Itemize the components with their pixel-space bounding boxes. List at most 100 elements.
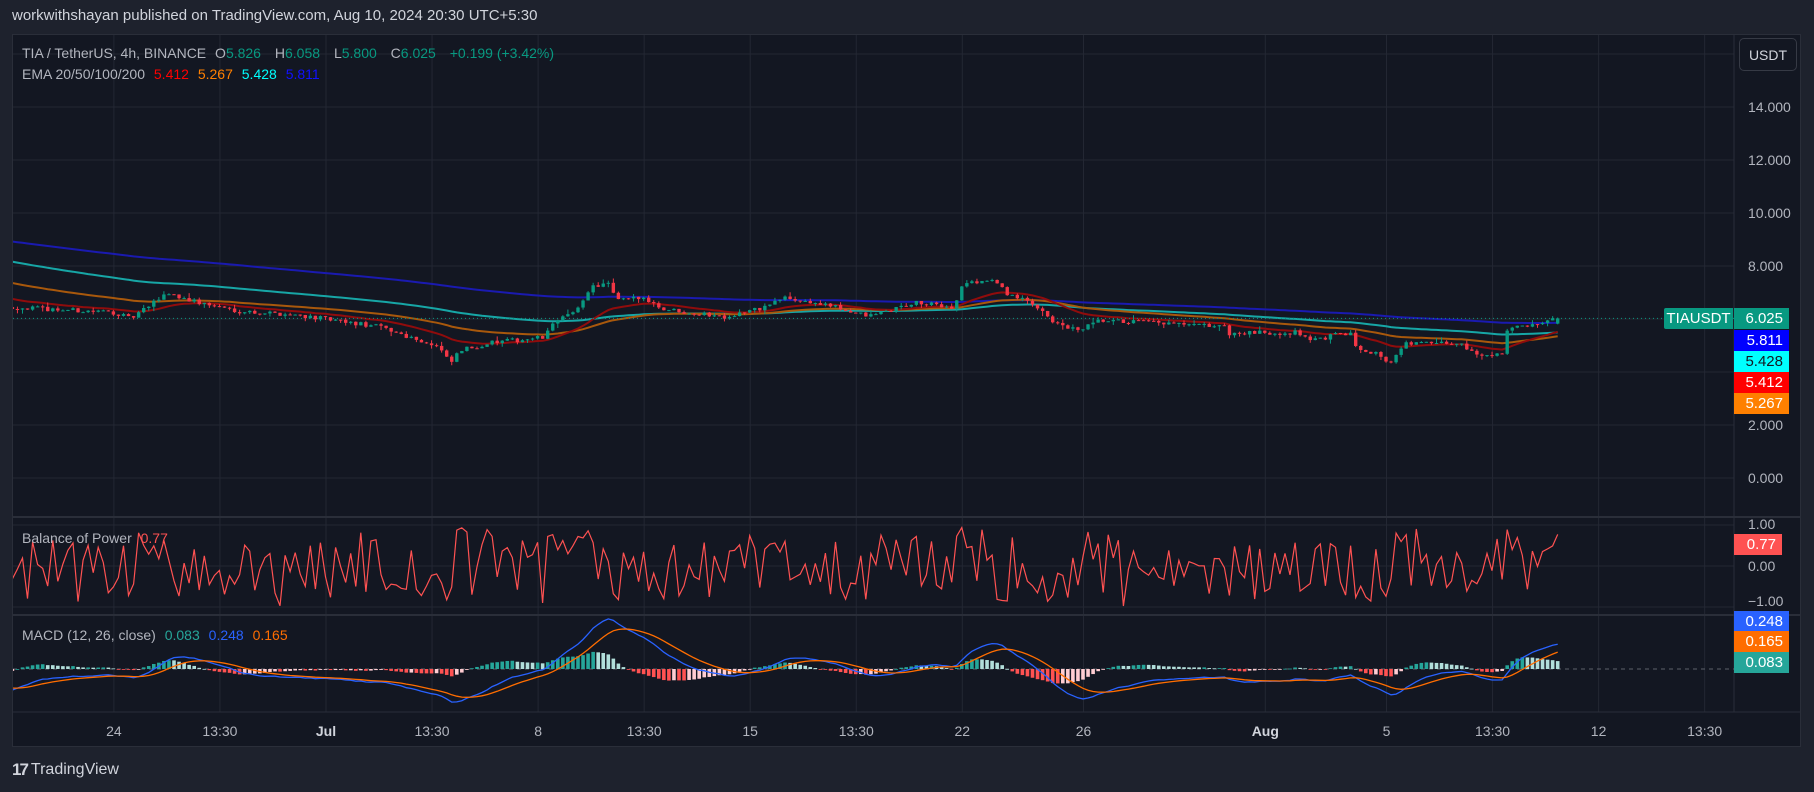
macd-histogram-bar xyxy=(222,669,227,673)
candle xyxy=(51,307,55,313)
candle xyxy=(1040,306,1045,317)
macd-histogram-bar xyxy=(662,669,666,681)
macd-histogram-bar xyxy=(1247,669,1252,671)
close-label: C xyxy=(390,45,401,61)
candle xyxy=(253,309,257,315)
candle xyxy=(1162,322,1166,329)
macd-title[interactable]: MACD (12, 26, close) xyxy=(22,627,156,643)
macd-histogram-bar xyxy=(283,669,287,672)
candle-body xyxy=(1045,310,1050,317)
macd-histogram-bar xyxy=(40,664,45,669)
macd-histogram-bar xyxy=(278,669,282,672)
candle-body xyxy=(1399,348,1403,355)
candle xyxy=(879,311,883,315)
candle-body xyxy=(1212,326,1216,328)
symbol-legend[interactable]: TIA / TetherUS, 4h, BINANCE O5.826 H6.05… xyxy=(22,45,559,61)
candle xyxy=(843,309,848,311)
candle-body xyxy=(485,344,489,347)
candle xyxy=(1167,319,1171,325)
bop-legend[interactable]: Balance of Power 0.77 xyxy=(22,530,173,546)
macd-histogram-bar xyxy=(1096,669,1100,672)
candle-body xyxy=(308,315,313,319)
macd-histogram-bar xyxy=(470,668,474,670)
macd-histogram-bar xyxy=(131,669,136,671)
ema-legend[interactable]: EMA 20/50/100/200 5.412 5.267 5.428 5.81… xyxy=(22,66,325,82)
macd-histogram-bar xyxy=(929,665,934,669)
macd-histogram-bar xyxy=(495,662,499,669)
candle xyxy=(25,308,30,310)
candle xyxy=(1288,333,1292,338)
candle xyxy=(1010,294,1014,296)
ema100-badge: 5.428 xyxy=(1734,351,1789,372)
tradingview-logo[interactable]: 17 TradingView xyxy=(12,760,119,780)
candle xyxy=(1258,326,1262,334)
candle-body xyxy=(354,321,358,326)
macd-histogram-bar xyxy=(980,659,984,669)
candle xyxy=(1353,329,1358,348)
macd-pane[interactable] xyxy=(11,618,1734,703)
time-axis-label: 13:30 xyxy=(1687,723,1723,739)
candle xyxy=(768,304,772,307)
candle xyxy=(641,296,646,302)
candle-body xyxy=(1485,355,1489,357)
candle-body xyxy=(717,315,722,317)
signal-badge: 0.165 xyxy=(1734,631,1789,652)
candle xyxy=(530,337,535,341)
macd-histogram-bar xyxy=(126,669,131,670)
candle-body xyxy=(167,294,171,296)
macd-histogram-bar xyxy=(1419,662,1424,669)
candle xyxy=(308,313,313,319)
macd-histogram-bar xyxy=(1050,669,1055,684)
candle xyxy=(465,346,469,352)
candle-body xyxy=(798,300,802,302)
candle-body xyxy=(1005,287,1009,296)
bop-title[interactable]: Balance of Power xyxy=(22,530,132,546)
candle-body xyxy=(874,314,878,316)
macd-legend[interactable]: MACD (12, 26, close) 0.083 0.248 0.165 xyxy=(22,627,293,643)
macd-histogram-bar xyxy=(116,669,121,670)
candle xyxy=(323,315,328,320)
candle xyxy=(884,309,888,313)
macd-histogram-bar xyxy=(626,669,631,670)
macd-histogram-bar xyxy=(1394,669,1398,675)
open-value: 5.826 xyxy=(225,45,261,61)
price-pane[interactable] xyxy=(11,240,1734,366)
chart-frame[interactable] xyxy=(12,34,1801,747)
macd-histogram-bar xyxy=(1172,666,1176,669)
candle xyxy=(384,325,388,330)
macd-histogram-bar xyxy=(636,669,641,674)
candle-body xyxy=(692,313,696,315)
macd-histogram-bar xyxy=(101,667,106,669)
candle xyxy=(1328,333,1333,344)
candle-body xyxy=(81,312,85,314)
macd-histogram-bar xyxy=(1126,666,1131,669)
candle xyxy=(1252,330,1257,334)
candle xyxy=(374,323,378,326)
candle xyxy=(450,355,454,366)
symbol-title[interactable]: TIA / TetherUS, 4h, BINANCE xyxy=(22,45,207,61)
ema-title[interactable]: EMA 20/50/100/200 xyxy=(22,66,145,82)
currency-button[interactable]: USDT xyxy=(1739,38,1797,71)
candle xyxy=(111,309,116,317)
candle xyxy=(1000,283,1004,288)
candle-body xyxy=(813,303,818,305)
candle xyxy=(1091,317,1095,329)
macd-histogram-bar xyxy=(545,662,550,669)
candle xyxy=(13,307,15,310)
candle xyxy=(591,282,595,296)
time-axis-label: 13:30 xyxy=(626,723,662,739)
ema200-value: 5.811 xyxy=(285,66,320,82)
ema100-value: 5.428 xyxy=(241,66,277,82)
histogram-badge: 0.083 xyxy=(1734,652,1789,673)
macd-histogram-bar xyxy=(843,669,848,673)
bop-pane[interactable] xyxy=(12,526,1559,607)
candle-body xyxy=(1157,320,1161,323)
time-axis-label: 24 xyxy=(106,723,122,739)
macd-histogram-bar xyxy=(1207,668,1212,669)
candle-body xyxy=(980,281,984,284)
macd-histogram-bar xyxy=(273,669,277,672)
macd-histogram-bar xyxy=(672,669,676,681)
candle-body xyxy=(202,302,206,305)
macd-histogram-bar xyxy=(742,669,747,671)
